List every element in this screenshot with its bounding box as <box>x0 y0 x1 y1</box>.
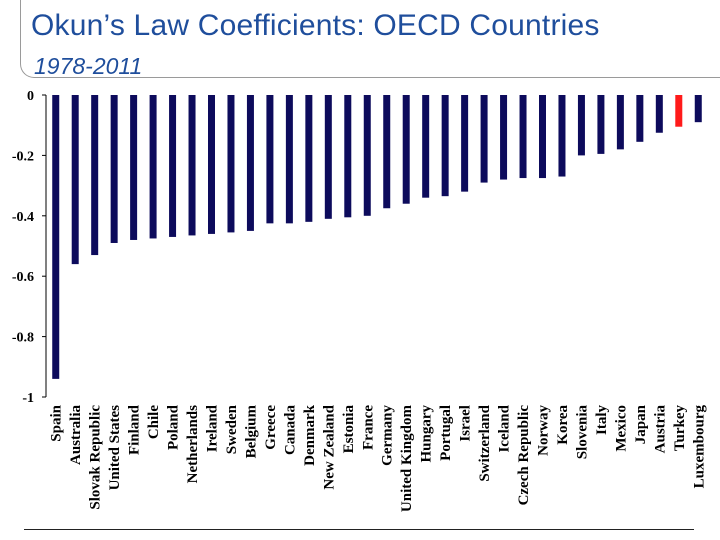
x-tick-label: United States <box>107 405 123 491</box>
bar-greece <box>266 95 274 224</box>
bar-slovenia <box>577 95 585 156</box>
bar-israel <box>461 95 469 192</box>
bar-finland <box>130 95 138 240</box>
x-tick-label: Sweden <box>224 404 240 454</box>
x-tick-label: Denmark <box>302 404 318 465</box>
x-tick-label: Slovenia <box>574 405 590 460</box>
bar-canada <box>285 95 293 224</box>
bar-chile <box>149 95 157 239</box>
bar-united-kingdom <box>402 95 410 204</box>
bar-belgium <box>246 95 254 231</box>
bar-poland <box>169 95 177 237</box>
slide-subtitle: 1978-2011 <box>34 53 143 79</box>
x-tick-label: Mexico <box>613 405 629 452</box>
x-tick-label: Korea <box>555 405 571 445</box>
x-tick-label: Japan <box>633 404 649 444</box>
bar-sweden <box>227 95 235 233</box>
x-tick-label: Turkey <box>672 405 688 452</box>
bar-luxembourg <box>694 95 702 123</box>
bar-united-states <box>110 95 118 243</box>
bar-iceland <box>500 95 508 180</box>
x-tick-label: Australia <box>68 405 84 466</box>
bar-ireland <box>208 95 215 234</box>
x-tick-label: Austria <box>652 405 668 454</box>
x-tick-label: France <box>360 405 376 450</box>
bar-france <box>363 95 371 216</box>
x-axis-labels: Spain Australia Slovak Republic United Stat… <box>49 404 708 512</box>
slide-title: Okun’s Law Coefficients: OECD Countries <box>31 9 600 42</box>
x-tick-label: Finland <box>127 404 143 455</box>
bar-estonia <box>344 95 352 218</box>
x-tick-label: Italy <box>594 405 610 436</box>
x-tick-label: Iceland <box>497 404 513 452</box>
bar-new-zealand <box>324 95 332 219</box>
x-tick-label: Greece <box>263 405 279 450</box>
bar-australia <box>71 95 79 265</box>
x-tick-label: Poland <box>166 404 182 450</box>
x-tick-label: Israel <box>458 405 474 442</box>
bar-korea <box>558 95 566 177</box>
bar-spain <box>52 95 60 379</box>
x-tick-label: Spain <box>49 404 65 441</box>
bar-mexico <box>616 95 624 150</box>
y-tick-label: -0.6 <box>12 270 34 285</box>
bar-czech-republic <box>519 95 527 179</box>
x-tick-label: Estonia <box>341 405 357 454</box>
bar-italy <box>597 95 605 154</box>
bar-germany <box>383 95 391 209</box>
x-tick-label: Ireland <box>205 404 221 452</box>
bar-japan <box>636 95 644 142</box>
bar-switzerland <box>480 95 488 183</box>
x-tick-label: Belgium <box>243 405 259 459</box>
y-tick-label: -1 <box>22 391 34 406</box>
x-tick-label: Netherlands <box>185 405 201 483</box>
x-tick-label: Norway <box>536 405 552 456</box>
x-tick-label: Czech Republic <box>516 405 532 506</box>
x-tick-label: Germany <box>380 405 396 466</box>
bar-turkey <box>675 95 683 127</box>
bar-austria <box>655 95 663 133</box>
bar-netherlands <box>188 95 196 236</box>
bar-slovak-republic <box>91 95 99 256</box>
x-tick-label: New Zealand <box>321 404 337 489</box>
title-frame <box>20 0 720 78</box>
bar-portugal <box>441 95 449 197</box>
x-tick-label: Switzerland <box>477 404 493 481</box>
x-tick-label: Chile <box>146 405 162 440</box>
x-tick-label: Hungary <box>419 405 435 463</box>
x-tick-label: United Kingdom <box>399 405 415 513</box>
bar-hungary <box>422 95 430 198</box>
x-tick-label: Luxembourg <box>691 405 707 489</box>
x-tick-label: Portugal <box>438 405 454 461</box>
y-tick-label: -0.8 <box>12 331 34 346</box>
bars <box>52 95 702 379</box>
y-tick-label: 0 <box>27 89 34 104</box>
y-tick-label: -0.4 <box>12 210 34 225</box>
x-tick-label: Canada <box>282 405 298 456</box>
x-tick-label: Slovak Republic <box>88 405 104 510</box>
bar-denmark <box>305 95 313 222</box>
y-axis: 0 -0.2 -0.4 -0.6 -0.8 -1 <box>12 89 47 406</box>
bar-norway <box>539 95 546 179</box>
bottom-rule <box>24 529 694 530</box>
y-tick-label: -0.2 <box>12 149 34 164</box>
